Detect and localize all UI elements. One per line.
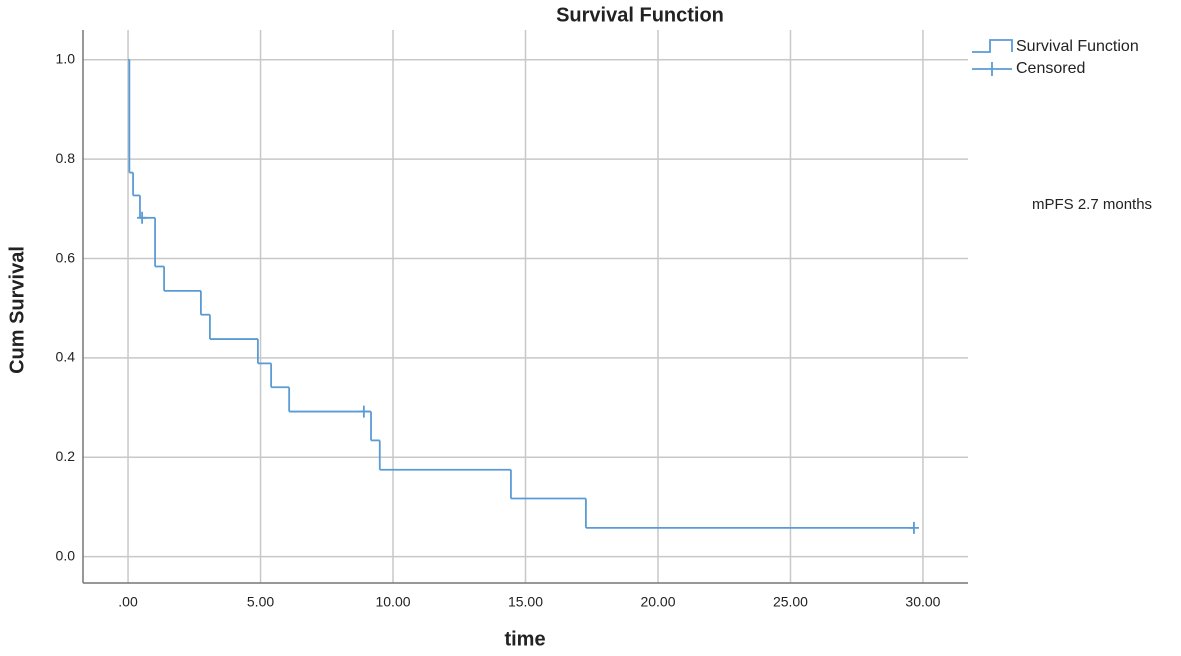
x-tick-label: 25.00 (773, 594, 808, 610)
y-tick-label: 0.0 (56, 547, 76, 563)
y-tick-label: 0.6 (56, 249, 76, 265)
x-tick-label: 5.00 (247, 594, 274, 610)
y-tick-label: 0.4 (56, 349, 76, 365)
x-tick-label: 15.00 (508, 594, 543, 610)
y-tick-label: 0.8 (56, 150, 76, 166)
y-tick-label: 0.2 (56, 448, 76, 464)
censor-mark (358, 405, 369, 418)
legend-icon (972, 39, 1013, 53)
x-tick-label: 20.00 (640, 594, 675, 610)
x-tick-label: .00 (118, 594, 138, 610)
censor-mark (908, 521, 919, 534)
y-tick-label: 1.0 (56, 51, 76, 67)
x-tick-label: 10.00 (375, 594, 410, 610)
legend-icon (972, 62, 1012, 76)
censor-mark (137, 211, 148, 224)
x-axis-label: time (504, 628, 545, 650)
annotation: mPFS 2.7 months (1032, 196, 1152, 213)
y-axis-label: Cum Survival (6, 246, 28, 374)
chart-title: Survival Function (556, 4, 724, 26)
legend-label: Survival Function (1016, 38, 1139, 55)
legend-label: Censored (1016, 60, 1085, 77)
x-tick-label: 30.00 (905, 594, 940, 610)
